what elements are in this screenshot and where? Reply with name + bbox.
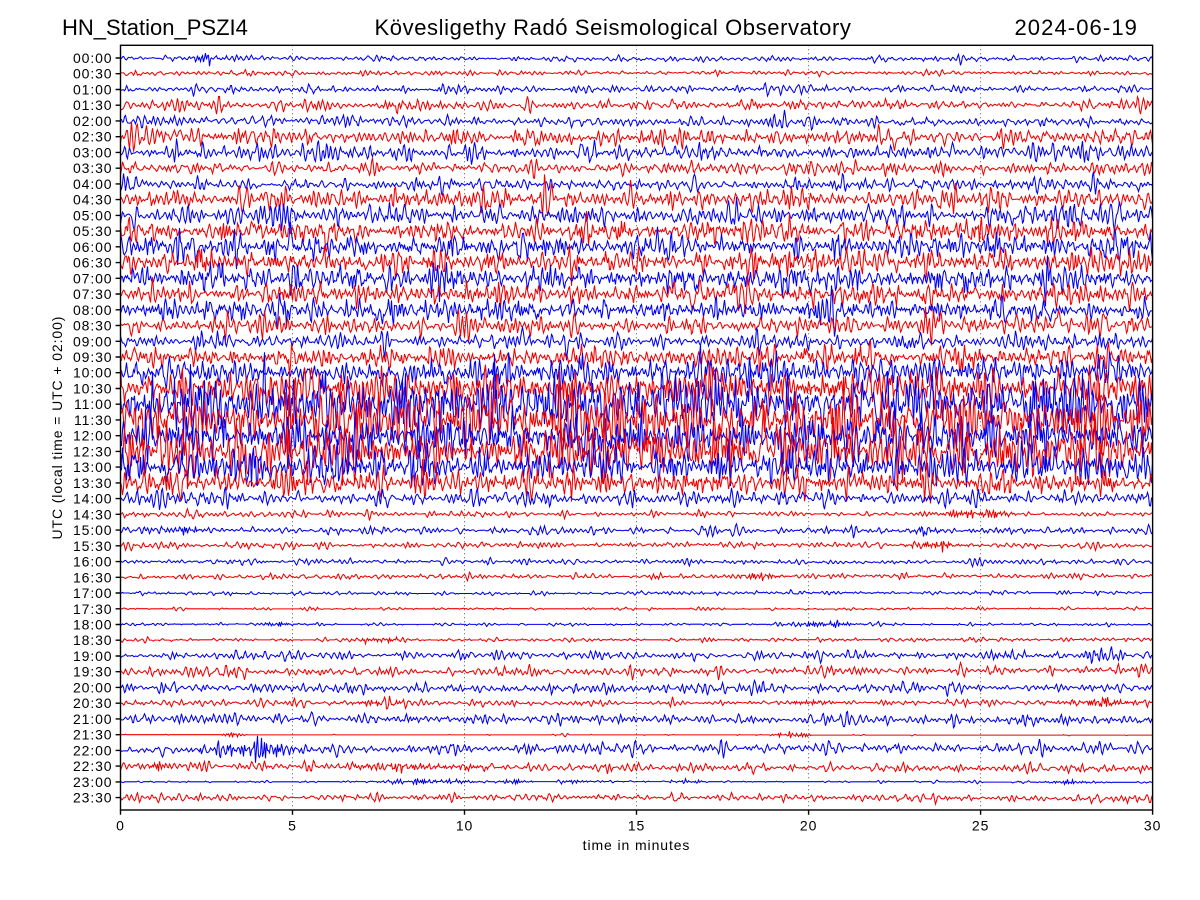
svg-text:11:30: 11:30	[74, 412, 113, 428]
svg-text:5: 5	[288, 818, 297, 834]
svg-text:06:30: 06:30	[73, 255, 113, 271]
svg-text:25: 25	[972, 818, 989, 834]
svg-text:HN_Station_PSZI4: HN_Station_PSZI4	[62, 15, 248, 40]
svg-text:03:30: 03:30	[73, 160, 113, 176]
svg-text:00:00: 00:00	[73, 50, 113, 66]
svg-text:08:30: 08:30	[73, 318, 113, 334]
svg-text:04:30: 04:30	[73, 192, 113, 208]
svg-text:20:00: 20:00	[73, 679, 113, 695]
svg-text:time in minutes: time in minutes	[583, 837, 691, 853]
svg-text:10: 10	[456, 818, 473, 834]
svg-text:15:30: 15:30	[73, 538, 113, 554]
svg-text:20:30: 20:30	[73, 695, 113, 711]
svg-text:16:30: 16:30	[73, 569, 113, 585]
svg-text:22:00: 22:00	[73, 742, 113, 758]
svg-text:13:00: 13:00	[73, 459, 113, 475]
svg-text:04:00: 04:00	[73, 176, 113, 192]
svg-text:10:00: 10:00	[73, 365, 113, 381]
svg-text:05:30: 05:30	[73, 223, 113, 239]
svg-text:13:30: 13:30	[73, 475, 113, 491]
svg-text:23:00: 23:00	[73, 774, 113, 790]
svg-text:21:00: 21:00	[73, 711, 113, 727]
svg-text:09:30: 09:30	[73, 349, 113, 365]
svg-text:2024-06-19: 2024-06-19	[1014, 15, 1138, 40]
svg-text:UTC (local time = UTC + 02:00): UTC (local time = UTC + 02:00)	[49, 316, 65, 540]
svg-text:23:30: 23:30	[73, 790, 113, 806]
svg-text:18:00: 18:00	[73, 617, 113, 633]
svg-text:16:00: 16:00	[73, 554, 113, 570]
svg-text:01:00: 01:00	[73, 82, 113, 98]
svg-text:22:30: 22:30	[73, 758, 113, 774]
svg-text:08:00: 08:00	[73, 302, 113, 318]
svg-text:07:00: 07:00	[73, 270, 113, 286]
svg-text:19:00: 19:00	[73, 648, 113, 664]
svg-text:18:30: 18:30	[73, 632, 113, 648]
svg-text:10:30: 10:30	[73, 381, 113, 397]
svg-text:03:00: 03:00	[73, 144, 113, 160]
svg-text:14:00: 14:00	[73, 491, 113, 507]
svg-text:02:00: 02:00	[73, 113, 113, 129]
svg-text:00:30: 00:30	[73, 66, 113, 82]
svg-text:20: 20	[800, 818, 817, 834]
svg-text:06:00: 06:00	[73, 239, 113, 255]
svg-text:09:00: 09:00	[73, 333, 113, 349]
svg-text:12:00: 12:00	[73, 428, 113, 444]
svg-text:01:30: 01:30	[73, 97, 113, 113]
svg-text:0: 0	[116, 818, 125, 834]
svg-text:11:00: 11:00	[74, 396, 113, 412]
svg-text:15: 15	[628, 818, 645, 834]
svg-text:07:30: 07:30	[73, 286, 113, 302]
svg-text:14:30: 14:30	[73, 506, 113, 522]
svg-text:19:30: 19:30	[73, 664, 113, 680]
svg-text:30: 30	[1144, 818, 1161, 834]
svg-text:21:30: 21:30	[73, 727, 113, 743]
svg-text:15:00: 15:00	[73, 522, 113, 538]
svg-text:05:00: 05:00	[73, 207, 113, 223]
svg-text:02:30: 02:30	[73, 129, 113, 145]
svg-text:Kövesligethy Radó Seismologica: Kövesligethy Radó Seismological Observat…	[374, 15, 851, 40]
svg-text:12:30: 12:30	[73, 443, 113, 459]
svg-text:17:00: 17:00	[73, 585, 113, 601]
svg-text:17:30: 17:30	[73, 601, 113, 617]
